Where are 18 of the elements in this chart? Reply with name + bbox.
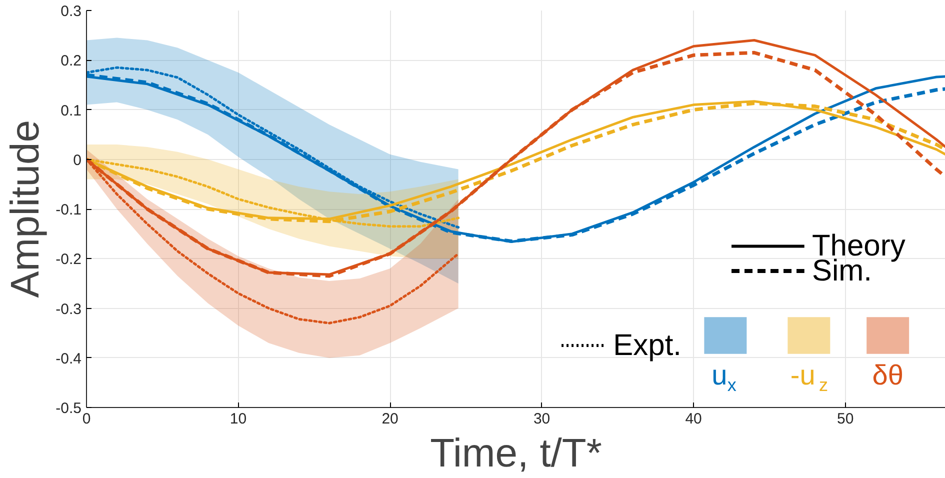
annotation: Expt. [613, 328, 682, 362]
x-axis-title: Time, t/T* [430, 432, 602, 476]
legend-label: δθ [872, 360, 904, 391]
x-tick-label: 20 [382, 410, 398, 428]
y-tick-label: -0.4 [56, 350, 82, 368]
x-tick-label: 30 [533, 410, 550, 428]
y-tick-label: 0.3 [60, 3, 82, 20]
y-tick-label: 0.2 [60, 52, 82, 70]
y-tick-label: 0 [73, 152, 82, 169]
y-tick-label: -0.5 [56, 400, 82, 417]
x-tick-label: 50 [836, 410, 854, 428]
y-axis-title: Amplitude [4, 120, 48, 298]
y-tick-label: 0.1 [60, 102, 82, 120]
y-tick-label: -0.3 [56, 300, 82, 318]
y-tick-label: -0.1 [56, 202, 82, 218]
x-tick-label: 40 [685, 410, 702, 428]
y-tick-label: -0.2 [56, 251, 82, 268]
x-tick-label: 10 [230, 410, 247, 428]
